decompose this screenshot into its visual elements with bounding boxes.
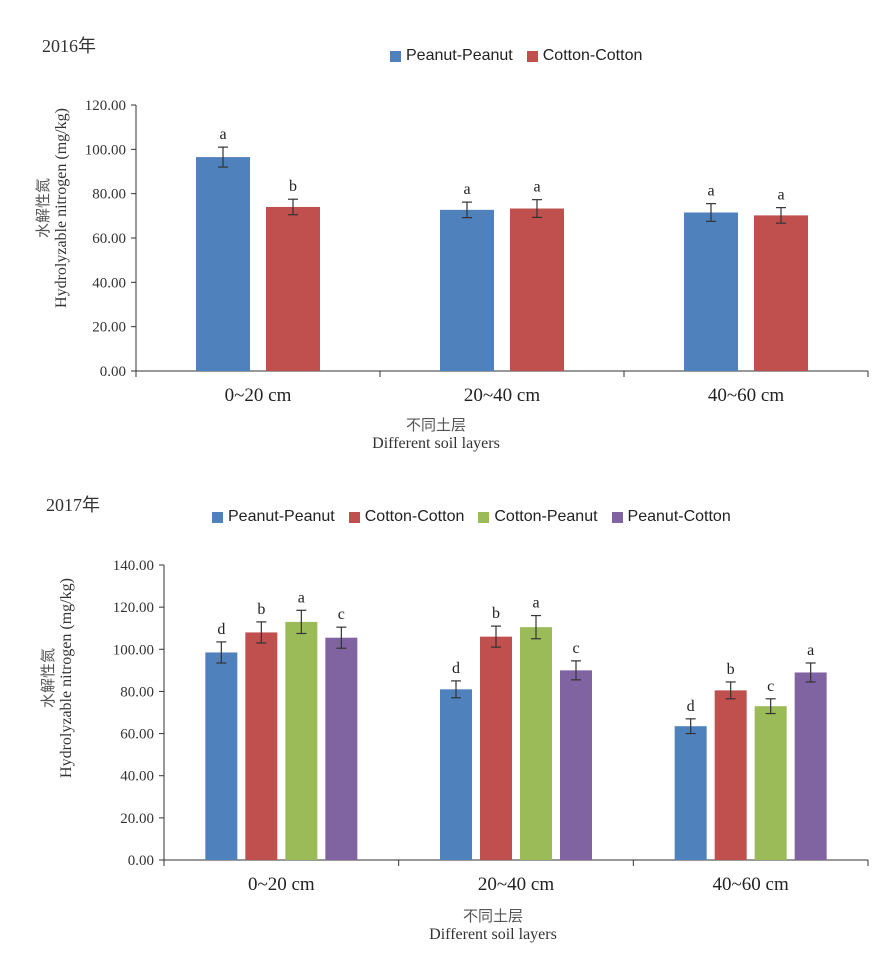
- bar: [754, 215, 808, 371]
- legend-swatch: [478, 511, 490, 523]
- legend-item: Cotton-Cotton: [526, 47, 643, 65]
- legend-item: Peanut-Peanut: [390, 47, 513, 65]
- bar: [560, 670, 592, 860]
- x-tick-label: 0~20 cm: [248, 874, 315, 895]
- bar: [714, 690, 747, 860]
- bar: [754, 706, 787, 860]
- x-tick-label: 0~20 cm: [225, 385, 292, 406]
- y-tick-label: 140.00: [113, 558, 154, 574]
- bar: [325, 637, 358, 860]
- bar: [205, 652, 238, 860]
- bar: [510, 208, 564, 371]
- x-axis-label-en: Different soil layers: [429, 926, 557, 943]
- legend-item: Cotton-Cotton: [348, 508, 465, 526]
- y-tick-label: 20.00: [120, 811, 154, 827]
- y-tick-label: 100.00: [85, 142, 126, 158]
- legend-label: Cotton-Cotton: [364, 508, 465, 525]
- bar: [245, 632, 278, 860]
- legend-swatch: [526, 50, 538, 62]
- legend-swatch: [611, 511, 623, 523]
- legend-label: Peanut-Cotton: [627, 508, 731, 525]
- bar: [794, 672, 827, 860]
- x-axis-title: 不同土层 Different soil layers: [336, 414, 536, 453]
- bar: [440, 209, 494, 371]
- significance-label: d: [687, 698, 695, 715]
- chart-title: 2017年: [46, 495, 100, 515]
- legend-label: Peanut-Peanut: [228, 508, 335, 525]
- y-tick-label: 20.00: [92, 320, 126, 336]
- legend-item: Peanut-Peanut: [212, 508, 335, 526]
- significance-label: a: [707, 183, 714, 200]
- bar: [266, 206, 320, 371]
- y-tick-label: 100.00: [113, 642, 154, 658]
- significance-label: b: [492, 605, 500, 622]
- legend: Peanut-Peanut Cotton-Cotton: [390, 47, 642, 65]
- significance-label: a: [777, 187, 784, 204]
- significance-label: a: [298, 589, 305, 606]
- bar: [440, 689, 472, 860]
- bar: [285, 621, 318, 860]
- x-axis-title: 不同土层 Different soil layers: [393, 905, 593, 944]
- legend-swatch: [212, 511, 223, 523]
- bar: [520, 627, 552, 860]
- y-tick-label: 40.00: [120, 769, 154, 785]
- chart-panel-2017: 2017年 Peanut-Peanut Cotton-Cotton Cotton-P…: [0, 480, 886, 961]
- significance-label: a: [532, 595, 539, 612]
- significance-label: b: [727, 661, 735, 678]
- legend-item: Cotton-Peanut: [478, 508, 598, 526]
- bar: [674, 726, 707, 860]
- bar-chart-2017: 0.00 20.00 40.00 60.00 80.00 100.00 120.00 140.…: [113, 558, 869, 895]
- bar-chart-2016: 0.00 20.00 40.00 60.00 80.00 100.00 120.00 0~20…: [85, 98, 869, 406]
- significance-label: c: [572, 640, 579, 657]
- significance-label: a: [463, 181, 470, 198]
- y-tick-label: 40.00: [92, 275, 126, 291]
- significance-label: b: [289, 178, 297, 195]
- y-tick-label: 60.00: [92, 231, 126, 247]
- x-tick-label: 40~60 cm: [713, 874, 789, 895]
- y-tick-label: 0.00: [128, 853, 154, 869]
- legend-swatch: [348, 511, 360, 523]
- x-axis-label-en: Different soil layers: [372, 435, 500, 452]
- x-tick-label: 20~40 cm: [478, 874, 554, 895]
- significance-label: c: [767, 678, 774, 695]
- significance-label: a: [807, 642, 814, 659]
- legend-label: Cotton-Peanut: [494, 508, 598, 525]
- y-tick-label: 0.00: [100, 364, 126, 380]
- legend: Peanut-Peanut Cotton-Cotton Cotton-Peanut P…: [212, 508, 731, 526]
- chart-title: 2016年: [42, 36, 96, 56]
- x-axis-label-cn: 不同土层: [462, 909, 523, 925]
- x-tick-label: 20~40 cm: [464, 385, 540, 406]
- y-tick-label: 120.00: [113, 600, 154, 616]
- bar: [196, 157, 250, 371]
- x-axis-label-cn: 不同土层: [405, 418, 466, 434]
- bar: [684, 212, 738, 371]
- significance-label: a: [533, 179, 540, 196]
- significance-label: d: [217, 621, 225, 638]
- significance-label: b: [257, 601, 265, 618]
- y-tick-label: 60.00: [120, 727, 154, 743]
- chart-panel-2016: 2016年 Peanut-Peanut Cotton-Cotton 水解性氮 Hy…: [0, 0, 886, 470]
- legend-swatch: [390, 50, 401, 62]
- legend-item: Peanut-Cotton: [611, 508, 731, 526]
- y-tick-label: 80.00: [92, 187, 126, 203]
- significance-label: c: [338, 606, 345, 623]
- legend-label: Cotton-Cotton: [542, 47, 643, 64]
- x-tick-label: 40~60 cm: [708, 385, 784, 406]
- significance-label: d: [452, 660, 460, 677]
- bar: [480, 636, 512, 860]
- legend-label: Peanut-Peanut: [406, 47, 513, 64]
- significance-label: a: [219, 126, 226, 143]
- y-tick-label: 80.00: [120, 684, 154, 700]
- y-tick-label: 120.00: [85, 98, 126, 114]
